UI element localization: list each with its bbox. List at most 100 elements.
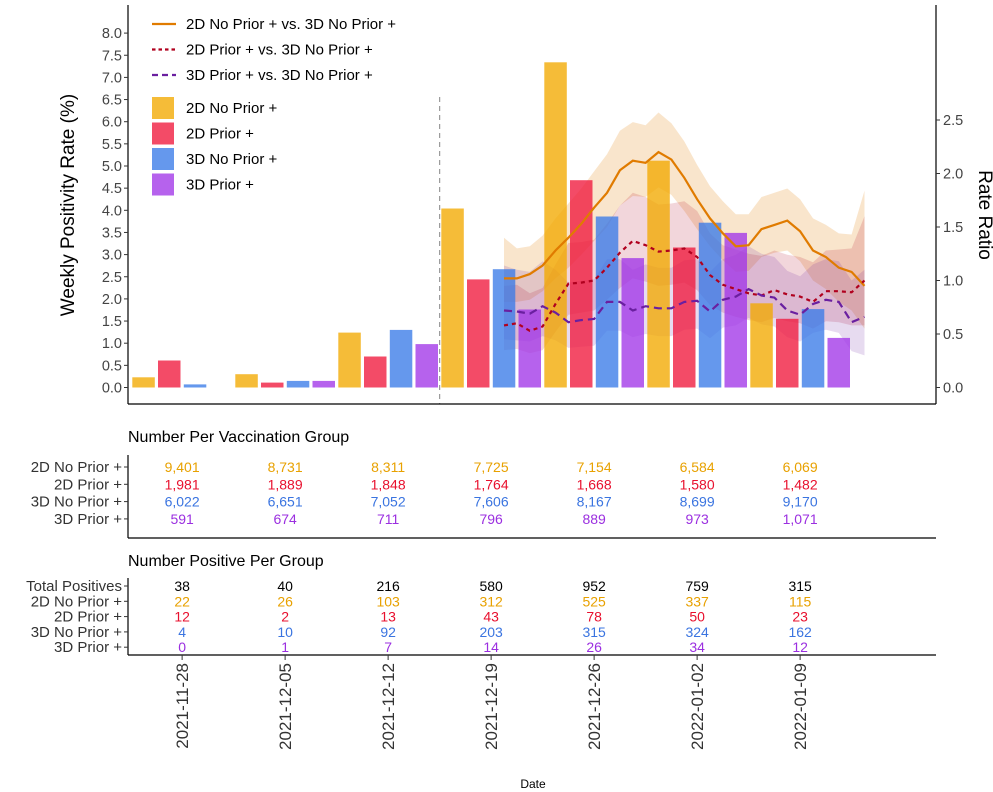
- bar-3d-prior-2021-12-05: [312, 380, 335, 388]
- table-cell: 973: [685, 511, 709, 527]
- row-label: Total Positives: [26, 578, 122, 595]
- bar-3d-no-prior-2022-01-02: [698, 222, 722, 388]
- legend-label-3d-prior: 3D Prior +: [186, 177, 254, 194]
- table-cell: 1,764: [474, 476, 509, 492]
- table-cell: 50: [689, 609, 705, 625]
- bar-2d-no-prior-2021-12-26: [544, 62, 567, 388]
- table-cell: 6,651: [268, 494, 303, 510]
- bar-2d-prior-2021-12-26: [570, 180, 593, 388]
- row-label: 2D No Prior +: [31, 459, 123, 476]
- bar-2d-prior-2021-12-19: [467, 279, 490, 388]
- row-label: 2D No Prior +: [31, 593, 123, 610]
- table-cell: 12: [792, 639, 808, 655]
- bar-2d-no-prior-2022-01-09: [750, 303, 773, 388]
- table-cell: 0: [178, 639, 186, 655]
- legend-key-3d-no-prior: [152, 148, 174, 170]
- bar-2d-prior-2021-11-28: [158, 360, 181, 388]
- positivity-bars: [132, 62, 850, 388]
- bar-2d-prior-2021-12-12: [364, 356, 387, 388]
- left-tick-label: 5.5: [102, 137, 122, 153]
- left-tick-label: 1.0: [102, 336, 122, 352]
- table-cell: 7,725: [474, 459, 509, 475]
- bar-3d-no-prior-2021-12-05: [286, 380, 310, 388]
- table-cell: 889: [582, 511, 606, 527]
- y-axis-label: Weekly Positivity Rate (%): [58, 94, 79, 316]
- left-tick-label: 6.5: [102, 93, 122, 109]
- axes: 0.0 0.5 1.0 1.5 2.0 2.5 3.0 3.5 4.0 4.5 5.0 5.5 6.0 6…: [58, 5, 993, 405]
- row-label: 3D Prior +: [54, 511, 122, 528]
- left-tick-label: 4.0: [102, 203, 122, 219]
- table-cell: 9,401: [165, 459, 200, 475]
- bar-2d-no-prior-2021-12-12: [338, 332, 361, 388]
- bar-2d-prior-2022-01-02: [673, 247, 696, 388]
- table-cell: 8,731: [268, 459, 303, 475]
- right-tick-label: 2.5: [943, 113, 963, 129]
- line-3d-prior-vs-3d-no-prior: [503, 287, 865, 324]
- table-cell: 7,606: [474, 494, 509, 510]
- vaccination-group-table: Number Per Vaccination Group 2D No Prior …: [31, 429, 936, 539]
- date-tick-label: 2021-12-05: [276, 663, 295, 750]
- table-cell: 26: [586, 639, 602, 655]
- table-cell: 796: [479, 511, 503, 527]
- table-title: Number Positive Per Group: [128, 553, 324, 570]
- left-tick-label: 0.5: [102, 358, 122, 374]
- table-cell: 34: [689, 639, 705, 655]
- row-label: 2D Prior +: [54, 476, 122, 493]
- table-cell: 115: [789, 593, 812, 609]
- right-tick-label: 2.0: [943, 167, 963, 183]
- row-label: 3D No Prior +: [31, 494, 123, 511]
- right-tick-label: 1.5: [943, 220, 963, 236]
- table-cell: 337: [685, 593, 709, 609]
- table-cell: 1,889: [268, 476, 303, 492]
- right-tick-label: 0.5: [943, 327, 963, 343]
- left-tick-label: 0.0: [102, 381, 122, 397]
- left-tick-label: 5.0: [102, 159, 122, 175]
- table-cell: 315: [582, 624, 606, 640]
- legend-label-3d-no-prior: 3D No Prior +: [186, 151, 278, 168]
- table-cell: 312: [479, 593, 503, 609]
- table-cell: 22: [174, 593, 190, 609]
- bar-3d-no-prior-2021-12-12: [389, 329, 413, 388]
- ratio-lines: [503, 150, 866, 333]
- table-cell: 6,022: [165, 494, 200, 510]
- table-cell: 216: [376, 578, 400, 594]
- left-tick-label: 8.0: [102, 26, 122, 42]
- bar-2d-no-prior-2021-11-28: [132, 377, 155, 388]
- bar-3d-prior-2021-12-19: [518, 309, 541, 388]
- left-tick-label: 6.0: [102, 115, 122, 131]
- row-label: 2D Prior +: [54, 609, 122, 626]
- line-2d-prior-vs-3d-no-prior: [503, 239, 866, 333]
- bar-3d-no-prior-2021-11-28: [183, 384, 207, 388]
- bar-3d-no-prior-2021-12-19: [492, 269, 516, 388]
- table-cell: 952: [582, 578, 606, 594]
- row-label: 3D No Prior +: [31, 624, 123, 641]
- table-cell: 26: [277, 593, 293, 609]
- table-cell: 2: [281, 609, 289, 625]
- date-tick-label: 2021-12-12: [379, 663, 398, 750]
- date-tick-label: 2021-12-19: [482, 663, 501, 750]
- y2-axis-label: Rate Ratio: [974, 170, 993, 260]
- date-tick-label: 2021-12-26: [585, 663, 604, 750]
- date-tick-label: 2022-01-02: [688, 663, 707, 750]
- bar-2d-no-prior-2022-01-02: [647, 160, 670, 388]
- table-cell: 6,069: [783, 459, 818, 475]
- bar-2d-no-prior-2021-12-05: [235, 374, 258, 388]
- line-2d-no-prior-vs-3d-no-prior: [504, 150, 866, 287]
- positive-group-table: Number Positive Per Group Total Positives…: [26, 553, 936, 656]
- table-cell: 315: [788, 578, 812, 594]
- left-tick-label: 4.5: [102, 181, 122, 197]
- date-tick-label: 2022-01-09: [791, 663, 810, 750]
- table-cell: 38: [174, 578, 190, 594]
- table-cell: 674: [273, 511, 297, 527]
- table-cell: 12: [174, 609, 190, 625]
- left-tick-label: 3.5: [102, 225, 122, 241]
- table-cell: 591: [170, 511, 194, 527]
- bar-2d-no-prior-2021-12-19: [441, 208, 464, 388]
- bar-2d-prior-2022-01-09: [776, 318, 799, 388]
- right-tick-label: 1.0: [943, 274, 963, 290]
- bar-3d-prior-2021-12-26: [621, 258, 644, 388]
- table-cell: 1,848: [371, 476, 406, 492]
- legend-key-3d-prior: [152, 173, 174, 196]
- legend: 2D No Prior + vs. 3D No Prior + 2D Prior …: [152, 16, 396, 196]
- legend-label-3d-prior-vs-3d-no-prior: 3D Prior + vs. 3D No Prior +: [186, 67, 373, 84]
